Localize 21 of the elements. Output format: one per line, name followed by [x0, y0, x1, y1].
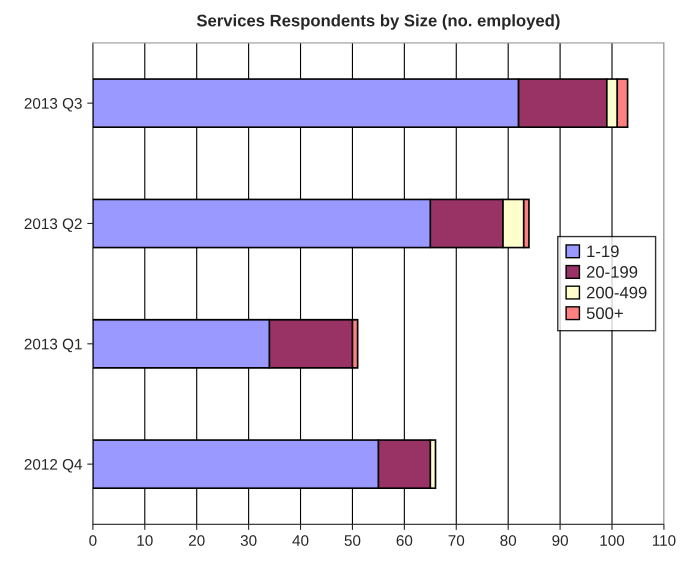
- x-tick-label: 10: [137, 535, 153, 546]
- x-tick-label: 90: [552, 535, 568, 546]
- x-tick-label: 70: [448, 535, 464, 546]
- y-tick-label: 2013 Q1: [24, 338, 82, 352]
- x-tick-label: 0: [89, 535, 97, 546]
- x-tick-label: 60: [396, 535, 412, 546]
- legend-label: 200-499: [586, 286, 646, 298]
- x-tick-label: 30: [240, 535, 257, 546]
- legend-label: 1-19: [587, 245, 619, 258]
- legend-label: 500+: [586, 307, 623, 320]
- x-tick-label: 110: [652, 535, 676, 546]
- legend-label: 20-199: [586, 266, 638, 278]
- chart-title: Services Respondents by Size (no. employed): [196, 14, 560, 30]
- x-tick-label: 40: [292, 535, 308, 546]
- y-tick-label: 2012 Q4: [24, 459, 82, 473]
- x-tick-label: 80: [500, 535, 516, 546]
- x-tick-label: 50: [344, 535, 360, 546]
- y-tick-label: 2013 Q3: [24, 98, 82, 112]
- x-tick-label: 20: [188, 535, 205, 546]
- y-tick-label: 2013 Q2: [24, 218, 82, 232]
- x-tick-label: 100: [600, 535, 624, 546]
